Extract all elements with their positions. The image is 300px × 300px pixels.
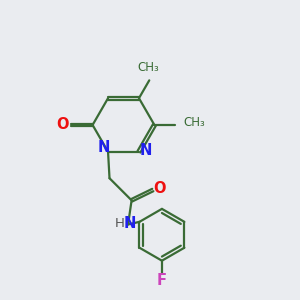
Text: H: H <box>115 217 125 230</box>
Text: CH₃: CH₃ <box>137 61 159 74</box>
Text: O: O <box>153 181 166 196</box>
Text: N: N <box>124 215 136 230</box>
Text: O: O <box>56 117 68 132</box>
Text: N: N <box>98 140 110 155</box>
Text: F: F <box>157 273 166 288</box>
Text: N: N <box>139 143 152 158</box>
Text: CH₃: CH₃ <box>183 116 205 129</box>
